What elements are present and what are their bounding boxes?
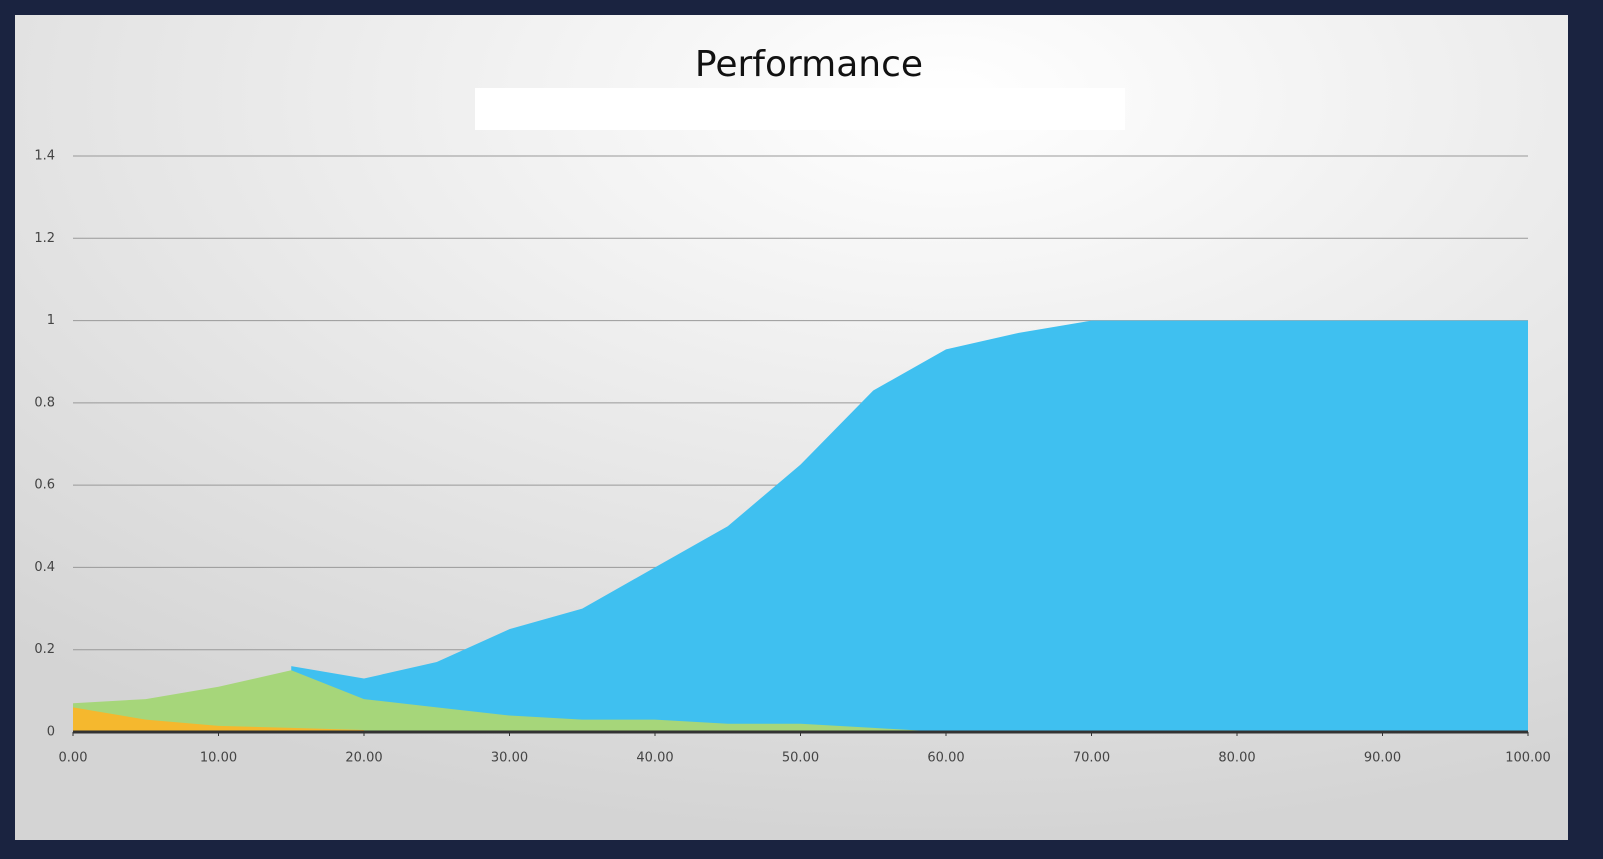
area <box>73 707 364 732</box>
x-tick-label: 20.00 <box>345 751 382 766</box>
y-tick-label: 1 <box>47 313 55 328</box>
y-tick-label: 1.2 <box>34 231 55 246</box>
area <box>291 320 1528 732</box>
x-tick-label: 60.00 <box>927 751 964 766</box>
y-tick-label: 0.8 <box>34 395 55 410</box>
x-tick-label: 70.00 <box>1073 751 1110 766</box>
x-tick-label: 30.00 <box>491 751 528 766</box>
x-tick-label: 10.00 <box>200 751 237 766</box>
chart-title: Performance <box>695 44 923 85</box>
x-tick-label: 80.00 <box>1218 751 1255 766</box>
x-tick-label: 50.00 <box>782 751 819 766</box>
legend-box <box>475 88 1125 130</box>
x-tick-label: 0.00 <box>59 751 88 766</box>
y-tick-label: 0.2 <box>34 642 55 657</box>
y-tick-label: 0 <box>47 725 55 740</box>
y-tick-label: 1.4 <box>34 149 55 164</box>
x-tick-label: 40.00 <box>636 751 673 766</box>
x-tick-label: 90.00 <box>1364 751 1401 766</box>
y-tick-label: 0.4 <box>34 560 55 575</box>
y-tick-label: 0.6 <box>34 478 55 493</box>
area <box>73 670 946 732</box>
x-tick-label: 100.00 <box>1505 751 1551 766</box>
